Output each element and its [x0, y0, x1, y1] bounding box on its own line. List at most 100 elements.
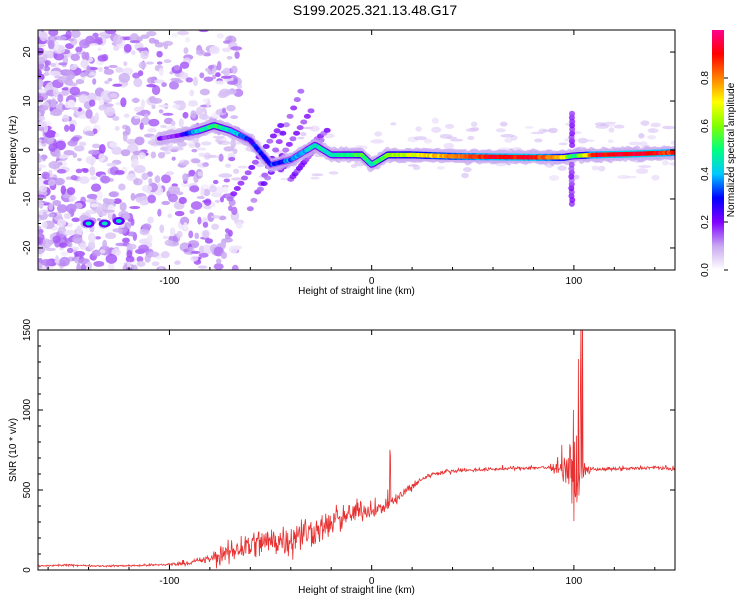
noise-speckle	[60, 185, 67, 195]
noise-speckle	[57, 76, 69, 84]
noise-speckle	[98, 153, 106, 162]
streak-blob	[323, 127, 331, 133]
noise-speckle	[126, 138, 137, 145]
noise-speckle	[96, 217, 101, 222]
noise-speckle	[48, 202, 54, 211]
noise-speckle	[108, 191, 118, 198]
noise-speckle	[151, 105, 156, 109]
noise-speckle	[183, 222, 188, 231]
streak-blob	[266, 138, 274, 144]
noise-speckle	[104, 80, 110, 85]
noise-speckle	[179, 72, 189, 80]
noise-speckle	[138, 61, 147, 69]
noise-speckle	[185, 77, 193, 83]
noise-speckle	[74, 202, 83, 209]
noise-speckle	[75, 168, 83, 174]
noise-speckle	[237, 165, 248, 169]
noise-speckle	[583, 139, 595, 142]
noise-speckle	[150, 151, 157, 159]
noise-speckle	[157, 151, 166, 159]
noise-speckle	[215, 258, 222, 264]
streak-blob	[269, 133, 277, 139]
noise-speckle	[143, 113, 149, 119]
noise-speckle	[235, 221, 243, 229]
noise-speckle	[500, 133, 515, 138]
noise-speckle	[161, 174, 171, 184]
noise-speckle	[182, 111, 189, 119]
noise-speckle	[38, 115, 46, 121]
y-tick-label: 500	[22, 481, 33, 498]
noise-speckle	[196, 162, 209, 168]
noise-speckle	[98, 104, 107, 111]
noise-speckle	[188, 230, 194, 239]
noise-speckle	[223, 146, 235, 152]
colorbar-tick-label: 0.4	[700, 167, 711, 181]
colorbar-tick-label: 0.6	[700, 119, 711, 133]
noise-speckle	[136, 260, 146, 267]
heatmap-area	[38, 30, 675, 270]
noise-speckle	[107, 77, 113, 82]
noise-speckle	[220, 251, 227, 260]
noise-speckle	[214, 199, 221, 203]
noise-speckle	[212, 179, 219, 185]
noise-speckle	[89, 166, 96, 176]
noise-speckle	[190, 110, 197, 119]
x-tick-label: 0	[369, 276, 375, 287]
noise-speckle	[38, 44, 46, 48]
noise-speckle	[154, 175, 161, 184]
noise-speckle	[465, 128, 479, 132]
noise-speckle	[171, 32, 178, 38]
streak-blob	[289, 136, 297, 142]
snr-series-line	[38, 330, 675, 569]
noise-speckle	[142, 223, 152, 230]
noise-speckle	[57, 218, 67, 227]
noise-speckle	[190, 255, 199, 262]
noise-speckle	[608, 127, 615, 133]
streak-blob	[250, 197, 258, 203]
noise-speckle	[211, 223, 220, 230]
noise-speckle	[38, 56, 45, 65]
noise-speckle	[41, 171, 50, 180]
noise-speckle	[87, 240, 96, 251]
noise-speckle	[115, 66, 124, 73]
noise-speckle	[75, 78, 85, 85]
noise-speckle	[38, 196, 41, 204]
noise-speckle	[38, 153, 41, 163]
noise-speckle	[200, 187, 205, 198]
noise-speckle	[66, 247, 74, 254]
noise-speckle	[89, 43, 99, 47]
noise-speckle	[231, 264, 239, 270]
noise-speckle	[190, 201, 203, 210]
noise-speckle	[136, 256, 144, 263]
noise-speckle	[174, 260, 181, 265]
noise-speckle	[130, 218, 135, 226]
noise-speckle	[624, 175, 637, 179]
noise-speckle	[650, 122, 661, 128]
streak-blob	[262, 144, 270, 150]
y-tick-label: -20	[22, 240, 33, 255]
noise-speckle	[95, 96, 102, 101]
noise-speckle	[226, 56, 233, 60]
noise-speckle	[68, 38, 75, 42]
noise-speckle	[183, 47, 189, 55]
noise-speckle	[189, 89, 195, 97]
noise-speckle	[191, 148, 198, 153]
noise-speckle	[114, 170, 125, 175]
noise-speckle	[80, 59, 89, 68]
streak-blob	[286, 113, 294, 119]
noise-speckle	[54, 148, 61, 159]
noise-speckle	[131, 50, 136, 56]
noise-speckle	[350, 164, 358, 168]
noise-speckle	[211, 202, 216, 208]
noise-speckle	[122, 132, 128, 142]
noise-speckle	[300, 132, 307, 137]
colorbar-label: Normalized spectral amplitude	[726, 82, 737, 217]
noise-speckle	[450, 138, 464, 142]
noise-speckle	[158, 67, 164, 76]
ridge-core	[671, 150, 675, 155]
noise-speckle	[49, 70, 61, 77]
noise-speckle	[462, 167, 472, 173]
noise-speckle	[158, 104, 169, 108]
noise-speckle	[147, 234, 153, 243]
noise-speckle	[470, 121, 478, 127]
